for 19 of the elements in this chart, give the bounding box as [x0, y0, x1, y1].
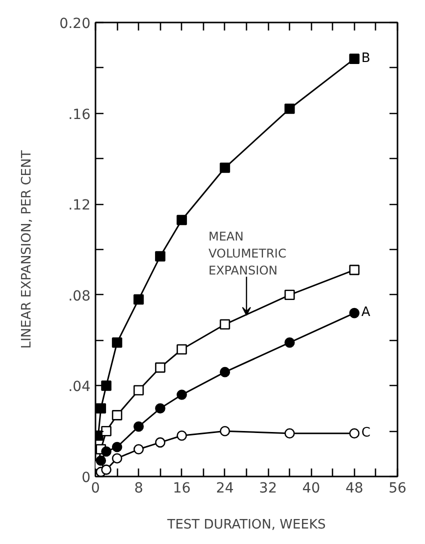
y-tick-label: .08: [68, 288, 90, 304]
x-tick-label: 32: [259, 480, 277, 496]
y-tick-label: 0.20: [59, 16, 90, 32]
x-tick-label: 48: [345, 480, 364, 496]
series-label: B: [361, 50, 370, 66]
legend-label: C: [361, 425, 370, 440]
x-tick-label: 40: [302, 480, 320, 496]
x-tick-label: 8: [134, 480, 144, 496]
x-axis-title: TEST DURATION, WEEKS: [166, 518, 326, 532]
y-axis-title: LINEAR EXPANSION, PER CENT: [19, 150, 34, 349]
x-tick-label: 16: [172, 480, 191, 496]
y-tick-label: .16: [68, 106, 91, 123]
y-tick-label: 0: [82, 470, 91, 486]
y-tick-label: .12: [68, 198, 90, 214]
annotation: MEAN VOLUMETRIC EXPANSION: [208, 230, 286, 278]
y-tick-label: .04: [68, 379, 91, 396]
x-tick-label: 24: [216, 480, 234, 496]
series-label: A: [361, 305, 370, 320]
x-tick-label: 56: [388, 480, 406, 496]
